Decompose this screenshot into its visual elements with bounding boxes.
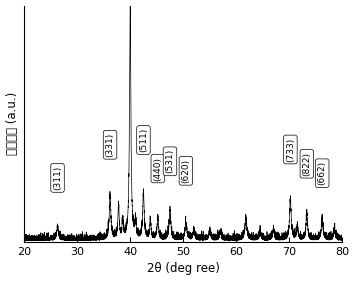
- Text: (511): (511): [139, 128, 148, 152]
- Text: (662): (662): [318, 161, 327, 185]
- Text: (311): (311): [53, 166, 62, 190]
- Text: (822): (822): [302, 152, 311, 176]
- Y-axis label: 衰射强度 (a.u.): 衰射强度 (a.u.): [6, 92, 18, 155]
- Text: (531): (531): [165, 149, 175, 173]
- Text: (733): (733): [286, 137, 295, 162]
- Text: (440): (440): [153, 157, 162, 181]
- Text: (331): (331): [105, 133, 115, 157]
- Text: (620): (620): [181, 159, 190, 183]
- X-axis label: 2θ (deg ree): 2θ (deg ree): [147, 262, 220, 275]
